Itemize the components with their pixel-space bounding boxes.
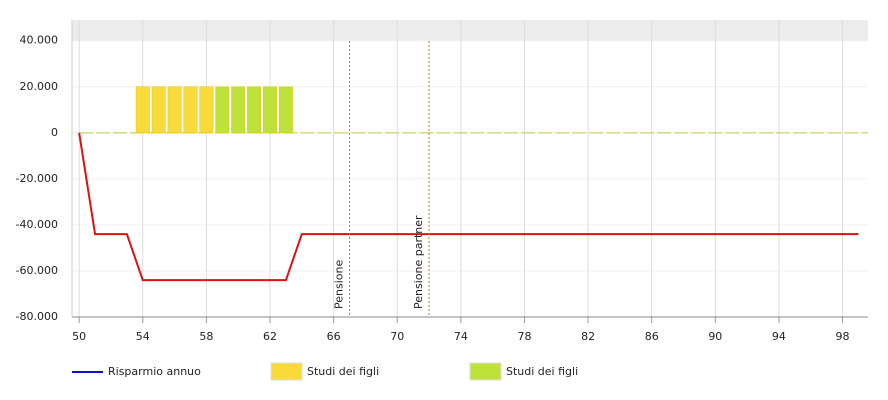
legend-label: Studi dei figli <box>506 365 578 378</box>
y-tick-label: -40.000 <box>16 218 58 231</box>
x-tick-label: 94 <box>772 330 786 343</box>
bar <box>199 86 214 134</box>
legend-item[interactable]: Risparmio annuo <box>72 365 201 378</box>
line <box>78 132 859 282</box>
legend-symbol <box>270 362 303 381</box>
bar <box>151 86 166 134</box>
bar <box>183 86 198 134</box>
y-tick-label: 20.000 <box>20 80 59 93</box>
x-tick-label: 66 <box>327 330 341 343</box>
x-tick-label: 90 <box>708 330 722 343</box>
x-tick-label: 74 <box>454 330 468 343</box>
y-tick-label: 40.000 <box>20 34 59 47</box>
legend-item[interactable]: Studi dei figli <box>270 362 379 381</box>
x-tick-label: 70 <box>390 330 404 343</box>
legend-item[interactable]: Studi dei figli <box>469 362 578 381</box>
y-tick-label: -20.000 <box>16 172 58 185</box>
bar <box>215 86 230 134</box>
bar <box>135 86 150 134</box>
x-tick-label: 82 <box>581 330 595 343</box>
y-tick-label: -60.000 <box>16 264 58 277</box>
legend-label: Risparmio annuo <box>108 365 201 378</box>
x-tick-label: 58 <box>199 330 213 343</box>
y-tick-label: 0 <box>51 126 58 139</box>
x-tick-label: 50 <box>72 330 86 343</box>
legend-symbol <box>469 362 502 381</box>
bar <box>167 86 182 134</box>
bar <box>263 86 277 134</box>
plot-line-label: Pensione partner <box>412 215 425 309</box>
legend-label: Studi dei figli <box>307 365 379 378</box>
plot-line-label: Pensione <box>333 260 346 309</box>
bar <box>231 86 246 134</box>
y-tick-label: -80.000 <box>16 310 58 323</box>
x-tick-label: 86 <box>645 330 659 343</box>
x-tick-label: 98 <box>836 330 850 343</box>
plot-band <box>72 20 868 41</box>
bar <box>278 86 293 134</box>
bar <box>247 86 262 134</box>
x-tick-label: 62 <box>263 330 277 343</box>
x-tick-label: 54 <box>136 330 150 343</box>
x-tick-label: 78 <box>517 330 531 343</box>
